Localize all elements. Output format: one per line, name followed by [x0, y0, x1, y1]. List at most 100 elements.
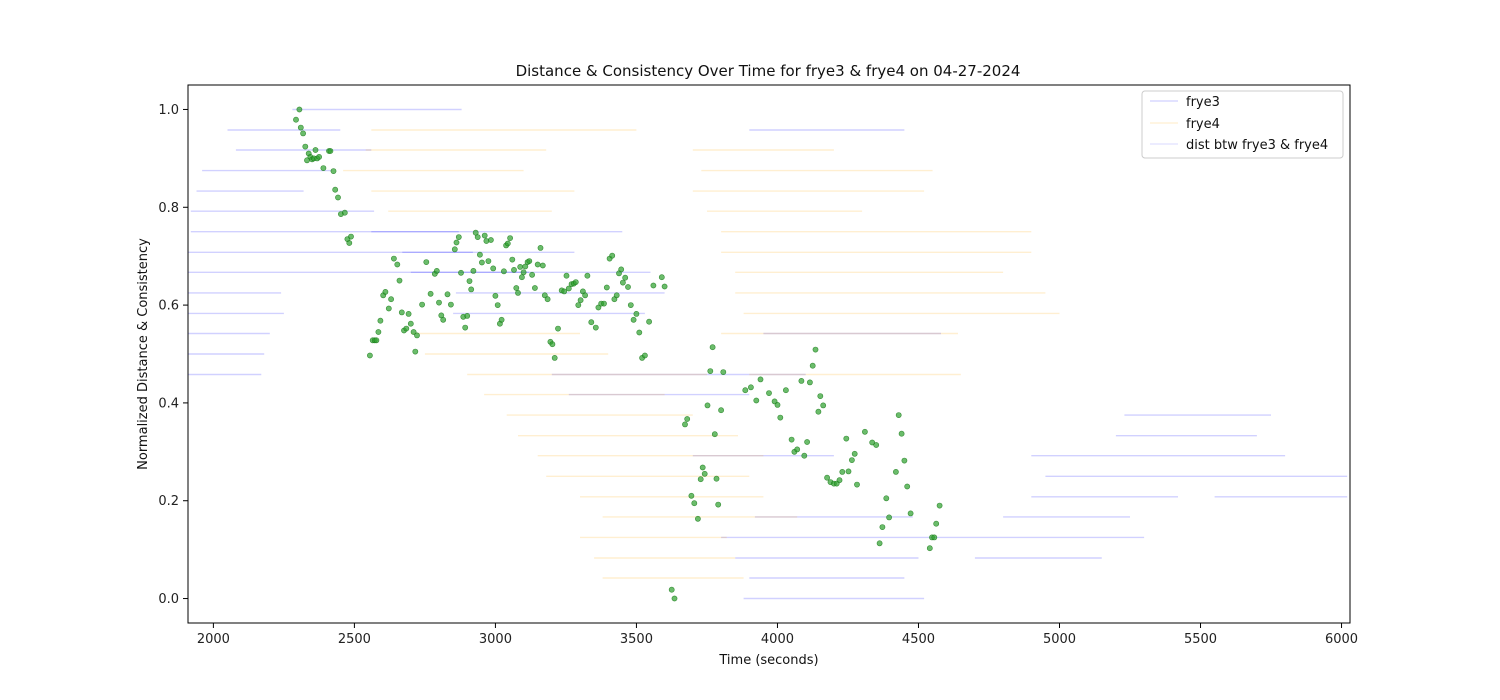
dist-point [577, 297, 584, 304]
dist-point [699, 464, 706, 471]
dist-point [464, 312, 471, 319]
dist-point [627, 302, 634, 308]
dist-point [320, 165, 327, 171]
dist-point [348, 233, 354, 240]
x-tick-label: 5500 [1184, 632, 1217, 647]
dist-point [671, 595, 678, 602]
dist-point [774, 401, 781, 408]
dist-point [843, 435, 850, 442]
dist-point [707, 368, 714, 374]
dist-point [907, 510, 914, 517]
dist-point [688, 492, 695, 499]
y-tick-label: 0.4 [158, 396, 179, 411]
dist-point [622, 274, 629, 281]
dist-point [453, 239, 460, 246]
legend-dist-label: dist btw frye3 & frye4 [1186, 138, 1328, 153]
dist-point [849, 457, 855, 463]
dist-point [492, 292, 499, 299]
dist-point [444, 291, 451, 298]
dist-point [695, 515, 701, 522]
dist-point [490, 265, 497, 272]
dist-points [293, 106, 943, 602]
dist-point [926, 545, 933, 552]
dist-point [468, 286, 475, 293]
dist-point [537, 244, 544, 251]
dist-point [390, 255, 397, 262]
dist-point [642, 352, 648, 359]
dist-point [520, 269, 527, 276]
dist-point [839, 468, 846, 475]
dist-point [478, 259, 485, 266]
x-tick-label: 3000 [479, 632, 512, 647]
dist-point [757, 376, 764, 383]
dist-point [500, 268, 507, 275]
dist-point [804, 439, 810, 445]
dist-point [815, 408, 822, 415]
dist-point [327, 148, 334, 154]
dist-point [382, 288, 389, 295]
dist-point [330, 168, 337, 174]
dist-point [427, 290, 434, 297]
dist-point [487, 237, 494, 243]
dist-point [563, 272, 570, 279]
y-tick-label: 0.8 [158, 201, 179, 216]
dist-point [720, 369, 727, 375]
dist-point [592, 324, 599, 331]
dist-point [407, 320, 414, 327]
dist-point [933, 520, 940, 527]
dist-point [541, 292, 548, 299]
dist-point [394, 261, 401, 268]
x-axis-label: Time (seconds) [718, 653, 818, 668]
plot-frame [187, 84, 1351, 624]
dist-point [704, 402, 711, 409]
dist-point [470, 267, 477, 274]
dist-point [873, 442, 880, 448]
x-tick-label: 3500 [620, 632, 653, 647]
dist-point [419, 301, 425, 308]
dist-point [904, 483, 911, 490]
dist-point [742, 387, 749, 394]
chart-title: Distance & Consistency Over Time for fry… [516, 62, 1021, 80]
dist-point [388, 296, 394, 303]
dist-point [876, 540, 883, 547]
dist-point [300, 130, 306, 137]
dist-point [625, 284, 631, 290]
dist-point [630, 316, 637, 323]
dist-point [668, 586, 675, 593]
x-tick-label: 4000 [761, 632, 794, 647]
dist-point [613, 292, 620, 299]
dist-point [603, 284, 610, 291]
dist-point [862, 428, 868, 435]
dist-point [620, 279, 626, 286]
dist-point [410, 329, 417, 335]
dist-point [405, 310, 412, 317]
dist-point [532, 285, 538, 291]
dist-point [898, 430, 905, 437]
dist-point [423, 259, 430, 265]
dist-point [879, 524, 886, 530]
x-tick-label: 5000 [1043, 632, 1076, 647]
dist-point [385, 305, 392, 312]
x-axis: 2000 2500 3000 3500 4000 4500 5000 5500 6000 [197, 623, 1358, 647]
dist-point [807, 379, 813, 386]
dist-point [854, 481, 860, 488]
dist-point [561, 288, 568, 295]
dist-point [565, 285, 572, 292]
dist-point [684, 416, 691, 422]
dist-point [517, 263, 524, 270]
dist-point [296, 106, 303, 113]
plot-area [188, 85, 1350, 623]
dist-point [711, 431, 718, 438]
legend-frye4-label: frye4 [1186, 117, 1220, 132]
dist-point [783, 387, 789, 394]
dist-point [636, 329, 643, 336]
dist-point [403, 325, 410, 332]
dist-point [466, 278, 473, 284]
dist-point [302, 143, 309, 150]
y-tick-label: 0.2 [158, 494, 179, 509]
dist-point [341, 209, 348, 216]
dist-point [551, 354, 558, 361]
x-tick-label: 2500 [338, 632, 371, 647]
dist-point [375, 329, 382, 335]
